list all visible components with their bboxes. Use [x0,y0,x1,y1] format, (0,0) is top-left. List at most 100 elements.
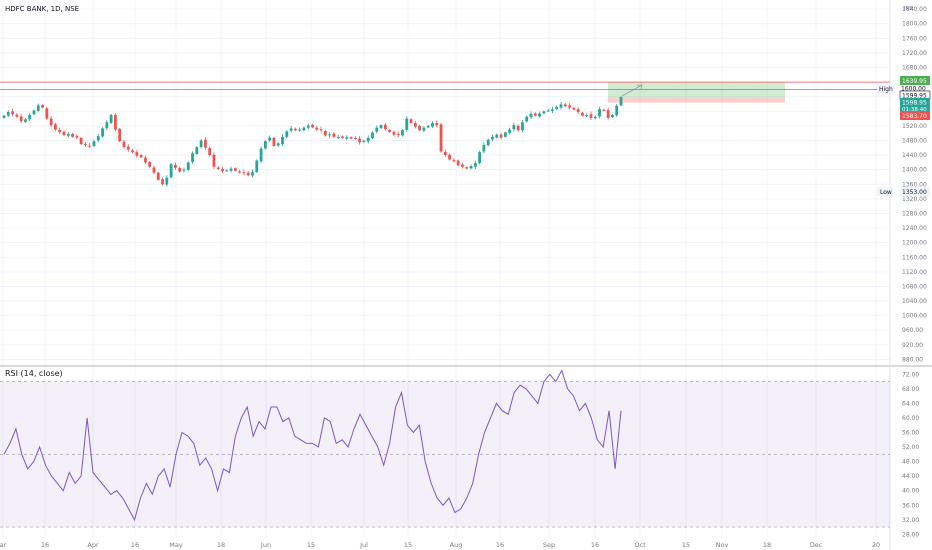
time-tick-label: Oct [634,541,646,549]
candle [169,162,173,179]
candle-body [319,129,323,131]
candle-body [118,128,122,142]
candle [401,128,404,137]
candle [263,140,267,150]
candle-body [572,108,576,110]
candle [178,166,182,173]
price-tick-label: 880.00 [902,356,923,363]
target-badge-bg [900,76,930,85]
time-tick-label: 15 [307,541,315,549]
candle [581,111,584,117]
price-tick-label: 1760.00 [902,35,927,42]
candle-body [559,104,563,108]
candle [413,120,417,129]
candle-body [242,172,246,174]
candle [298,127,302,132]
candle-body [169,164,173,178]
candle-body [555,106,559,110]
price-tick-label: 1240.00 [902,225,927,232]
candle [435,120,439,128]
candle-body [11,111,14,115]
price-axis[interactable]: INR 1840.00 1800.00 1760.00 1720.00 1680.00 1… [902,6,927,363]
candle [405,116,409,132]
candle [186,161,190,171]
rsi-panel: RSI (14, close) [0,369,890,528]
candle [311,123,314,129]
candle [71,132,74,138]
target-value: 1639.95 [902,78,927,85]
candle [379,124,383,129]
candle [148,160,152,168]
candle-body [396,133,400,136]
candle [229,166,233,173]
rsi-tick-label: 36.00 [902,502,919,509]
candle [122,139,126,149]
candle [332,132,336,138]
candle [199,138,203,149]
candle [6,110,10,118]
candle-body [529,113,533,118]
candle [452,158,456,163]
candle [585,113,589,118]
time-tick-label: 15 [682,541,690,549]
candle-body [259,148,263,162]
candle [521,119,524,133]
candle [439,122,443,153]
high-marker: High 1600.00 [877,84,926,93]
candle [135,149,139,158]
candle-body [186,162,190,171]
candle-body [62,131,66,136]
candle [598,106,601,119]
candle [109,113,113,124]
candle-body [285,131,289,137]
candle [426,125,430,129]
candle [281,134,284,147]
candle-body [6,112,10,116]
position-tool[interactable] [608,82,785,103]
time-axis[interactable]: ar 16 Apr 16 May 18 Jun 15 Jul 15 Aug 16 Sep 16 Oct 15 N… [0,541,880,549]
candle-body [353,137,357,139]
candle [315,125,319,132]
price-tick-label: 1160.00 [902,254,927,261]
candle [238,169,242,174]
candle-body [105,122,109,129]
stop-badge-bg [900,111,930,120]
candle-body [456,160,460,166]
candle-body [298,129,302,131]
candle-body [281,136,284,145]
candle-body [589,114,593,118]
stop-zone[interactable] [608,97,785,103]
time-tick-label: 15 [404,541,412,549]
candle-body [221,168,224,172]
candle-body [311,124,314,128]
low-value: 1353.00 [902,189,927,196]
time-tick-label: 16 [496,541,504,549]
high-label-bg [877,84,895,93]
candle [255,159,259,173]
candle [75,134,79,140]
candle-body [173,164,177,168]
candle-body [212,154,216,167]
candle-body [263,141,267,149]
rsi-axis[interactable]: 72.00 68.00 64.00 60.00 56.00 52.00 48.00 44.00… [902,371,919,538]
candle-body [144,157,147,163]
candle-body [148,162,152,167]
candle-body [611,114,614,118]
candle-body [336,136,340,138]
price-tick-label: 1200.00 [902,240,927,247]
time-tick-label: May [169,541,183,549]
candle-body [251,172,254,176]
horizontal-lines[interactable] [0,81,890,90]
candle [388,129,392,133]
candle [482,142,486,154]
time-tick-label: Jul [359,541,368,549]
candle [79,137,83,145]
candle-body [208,148,212,156]
low-label: Low [880,189,892,196]
candle-body [2,115,6,118]
entry-badge-bg [900,98,930,113]
candle-body [28,114,32,120]
candle-body [58,129,62,133]
candle [323,129,327,137]
